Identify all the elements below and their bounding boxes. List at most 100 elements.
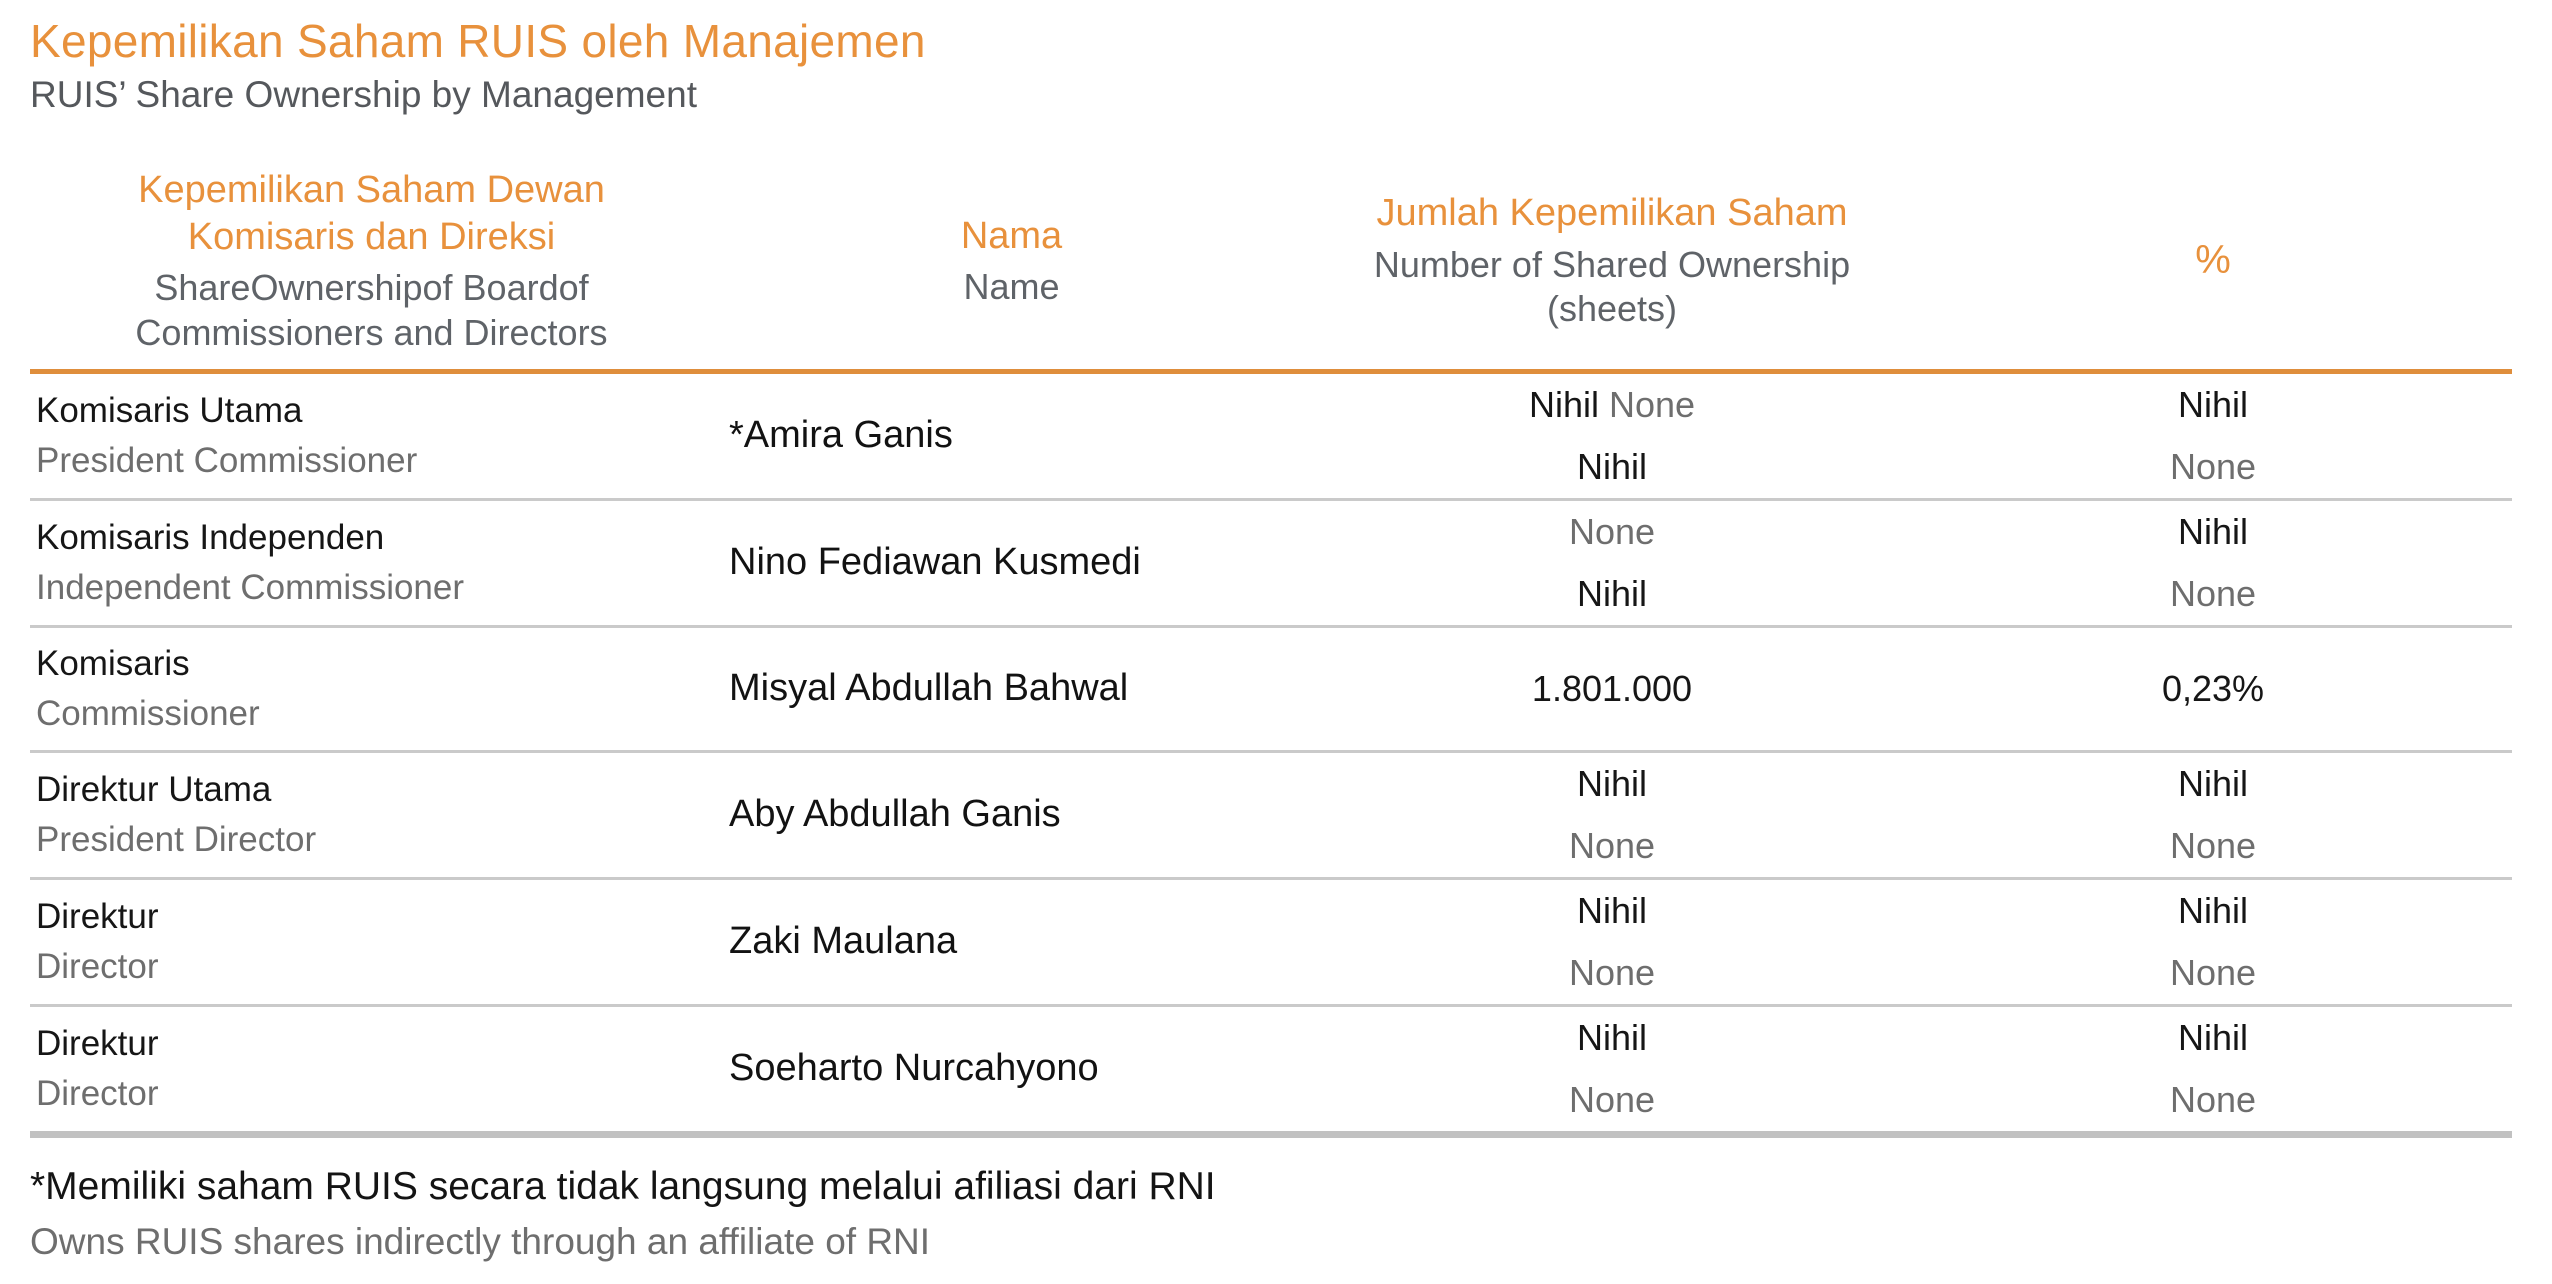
shares-cell: Nihil None: [1310, 1007, 1914, 1131]
value-text: None: [2169, 572, 2257, 614]
percent-value-line: Nihil: [1914, 880, 2512, 942]
column-header-shares-english: Number of Shared Ownership (sheets): [1373, 243, 1851, 330]
shares-value-line: 1.801.000: [1310, 658, 1914, 720]
percent-cell: Nihil None: [1914, 1007, 2512, 1131]
value-text: Nihil: [2177, 510, 2248, 552]
value-text: Nihil: [2177, 889, 2248, 931]
percent-value-line: None: [1914, 942, 2512, 1004]
ownership-table: Kepemilikan Saham Dewan Komisaris dan Di…: [30, 154, 2512, 1138]
column-header-shares-indonesian: Jumlah Kepemilikan Saham: [1376, 192, 1848, 235]
column-header-name: Nama Name: [713, 213, 1310, 310]
column-header-position-english: ShareOwnershipof Boardof Commissioners a…: [135, 267, 608, 353]
name-cell: Soeharto Nurcahyono: [713, 1047, 1310, 1090]
column-header-shares: Jumlah Kepemilikan Saham Number of Share…: [1310, 190, 1914, 331]
page-subtitle: RUIS’ Share Ownership by Management: [30, 74, 697, 116]
percent-value-line: Nihil: [1914, 374, 2512, 436]
shares-value-line: None: [1310, 942, 1914, 1004]
page-header: Kepemilikan Saham RUIS oleh Manajemen RU…: [30, 14, 2522, 118]
footnote: *Memiliki saham RUIS secara tidak langsu…: [30, 1164, 2522, 1265]
percent-cell: Nihil None: [1914, 374, 2512, 498]
shares-value-line: None: [1310, 1069, 1914, 1131]
position-label-indonesian: Komisaris Independen: [36, 517, 385, 557]
value-text: Nihil: [1576, 1016, 1647, 1058]
value-text: None: [2169, 445, 2257, 487]
position-cell: Komisaris Independen Independent Commissi…: [30, 513, 713, 612]
value-text: Nihil: [2177, 383, 2248, 425]
percent-value-line: Nihil: [1914, 1007, 2512, 1069]
shares-value-line: Nihil None: [1310, 374, 1914, 436]
value-text: Nihil: [2177, 1016, 2248, 1058]
value-text: None: [1608, 383, 1696, 425]
column-header-name-english: Name: [963, 265, 1060, 307]
position-label-english: Director: [36, 1073, 159, 1113]
percent-value-line: Nihil: [1914, 753, 2512, 815]
value-text: None: [1568, 510, 1656, 552]
director-name: Nino Fediawan Kusmedi: [729, 541, 1141, 584]
percent-value-line: Nihil: [1914, 501, 2512, 563]
footnote-indonesian: *Memiliki saham RUIS secara tidak langsu…: [30, 1164, 1216, 1208]
position-label-english: Independent Commissioner: [36, 567, 465, 607]
value-text: None: [2169, 824, 2257, 866]
shares-value-line: Nihil: [1310, 880, 1914, 942]
position-label-indonesian: Komisaris: [36, 643, 190, 683]
position-cell: Direktur Director: [30, 892, 713, 991]
column-header-percent-symbol: %: [2195, 238, 2231, 283]
director-name: Misyal Abdullah Bahwal: [729, 667, 1129, 710]
percent-value-line: None: [1914, 563, 2512, 625]
table-row: Komisaris Commissioner Misyal Abdullah Bah…: [30, 628, 2512, 753]
position-label-indonesian: Direktur: [36, 1023, 159, 1063]
shares-cell: None Nihil: [1310, 501, 1914, 625]
name-cell: *Amira Ganis: [713, 414, 1310, 457]
position-cell: Direktur Director: [30, 1019, 713, 1118]
value-text: Nihil: [1576, 762, 1647, 804]
value-text: 1.801.000: [1531, 667, 1693, 709]
value-text: 0,23%: [2161, 667, 2265, 709]
table-body: Komisaris Utama President Commissioner *Am…: [30, 374, 2512, 1138]
shares-cell: Nihil None: [1310, 880, 1914, 1004]
value-text: None: [1568, 1078, 1656, 1120]
percent-value-line: None: [1914, 1069, 2512, 1131]
column-header-name-indonesian: Nama: [960, 214, 1063, 257]
percent-cell: Nihil None: [1914, 753, 2512, 877]
table-row: Komisaris Utama President Commissioner *Am…: [30, 374, 2512, 501]
table-row: Direktur Utama President Director Aby Abdu…: [30, 753, 2512, 880]
shares-cell: 1.801.000: [1310, 658, 1914, 720]
director-name: Zaki Maulana: [729, 920, 958, 963]
shares-value-line: Nihil: [1310, 563, 1914, 625]
value-text: Nihil: [1576, 572, 1647, 614]
position-label-english: President Commissioner: [36, 440, 418, 480]
position-label-english: Director: [36, 946, 159, 986]
column-header-position-indonesian: Kepemilikan Saham Dewan Komisaris dan Di…: [138, 168, 605, 258]
value-text: None: [2169, 951, 2257, 993]
column-header-percent: %: [1914, 236, 2512, 286]
shares-value-line: Nihil: [1310, 1007, 1914, 1069]
percent-value-line: 0,23%: [1914, 658, 2512, 720]
shares-value-line: None: [1310, 815, 1914, 877]
position-label-indonesian: Direktur: [36, 896, 159, 936]
percent-cell: 0,23%: [1914, 658, 2512, 720]
shares-cell: Nihil None: [1310, 753, 1914, 877]
shares-value-line: None: [1310, 501, 1914, 563]
name-cell: Zaki Maulana: [713, 920, 1310, 963]
name-cell: Nino Fediawan Kusmedi: [713, 541, 1310, 584]
shares-cell: Nihil None Nihil: [1310, 374, 1914, 498]
director-name: *Amira Ganis: [729, 414, 953, 457]
value-text: None: [1568, 824, 1656, 866]
value-text: Nihil: [1528, 383, 1609, 425]
position-label-english: Commissioner: [36, 693, 260, 733]
table-row: Direktur Director Soeharto Nurcahyono Nihil…: [30, 1007, 2512, 1138]
value-text: None: [1568, 951, 1656, 993]
table-row: Direktur Director Zaki Maulana Nihil None Nih…: [30, 880, 2512, 1007]
footnote-english: Owns RUIS shares indirectly through an a…: [30, 1221, 931, 1263]
percent-value-line: None: [1914, 436, 2512, 498]
director-name: Aby Abdullah Ganis: [729, 793, 1061, 836]
position-cell: Direktur Utama President Director: [30, 765, 713, 864]
value-text: Nihil: [1576, 889, 1647, 931]
value-text: None: [2169, 1078, 2257, 1120]
name-cell: Misyal Abdullah Bahwal: [713, 667, 1310, 710]
value-text: Nihil: [2177, 762, 2248, 804]
table-header-row: Kepemilikan Saham Dewan Komisaris dan Di…: [30, 154, 2512, 374]
table-row: Komisaris Independen Independent Commissi…: [30, 501, 2512, 628]
percent-value-line: None: [1914, 815, 2512, 877]
